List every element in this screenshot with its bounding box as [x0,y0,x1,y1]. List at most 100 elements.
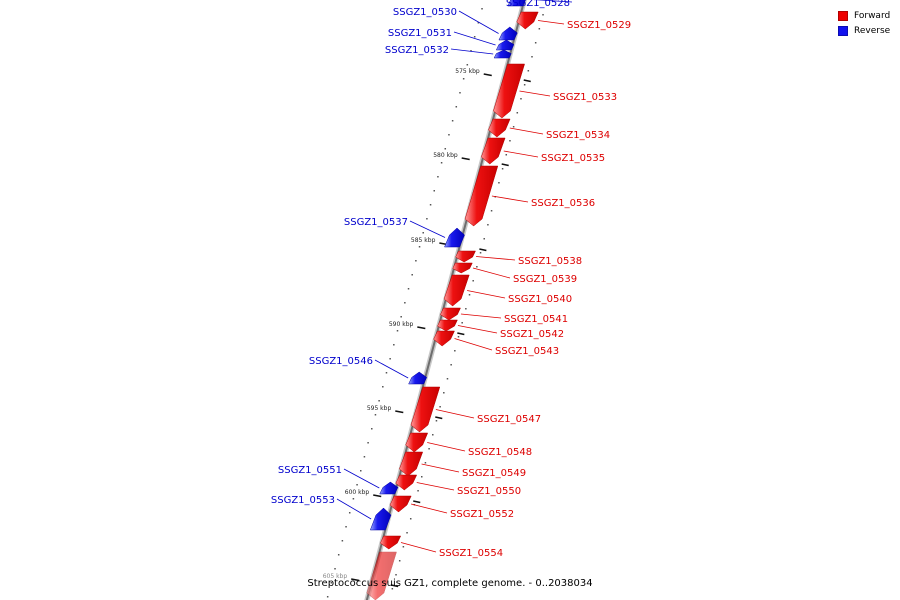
tick-mark [417,326,426,330]
gene-label[interactable]: SSGZ1_0531 [388,28,452,39]
position-dot [402,546,405,548]
tick-mark [435,416,443,420]
gene-label[interactable]: SSGZ1_0554 [439,548,503,559]
position-dot [534,42,537,44]
reverse-gene-arrow[interactable] [369,507,392,531]
forward-gene-arrow[interactable] [455,250,476,263]
position-dot [398,560,401,562]
position-dot [498,182,500,184]
tick: 575 kbp [455,68,531,83]
forward-gene-arrow[interactable] [493,63,525,119]
forward-gene-arrow[interactable] [395,474,418,491]
forward-gene-arrow[interactable] [516,11,539,30]
label-leader-line [533,0,573,3]
gene-label[interactable]: SSGZ1_0549 [462,468,526,479]
position-dot [432,434,434,436]
gene-label[interactable]: SSGZ1_0532 [385,45,449,56]
gene-label-group: SSGZ1_0529 [537,20,631,31]
tick: 595 kbp [367,405,443,420]
legend-forward-swatch [838,10,848,21]
gene-label[interactable]: SSGZ1_0528 [506,0,570,9]
gene-label[interactable]: SSGZ1_0542 [500,329,564,340]
position-dot [337,554,340,556]
reverse-gene-arrow[interactable] [507,0,527,7]
reverse-gene-arrow[interactable] [379,481,399,495]
tick-mark [501,163,509,167]
forward-gene-arrow[interactable] [379,535,402,550]
gene-label-group: SSGZ1_0547 [435,409,541,425]
gene-label[interactable]: SSGZ1_0538 [518,256,582,267]
tick-label: 590 kbp [389,321,414,328]
reverse-gene-arrow[interactable] [498,26,518,41]
forward-gene-arrow[interactable] [481,137,506,165]
tick-label: 605 kbp [323,573,348,580]
position-dot [378,400,380,402]
gene-label[interactable]: SSGZ1_0553 [271,495,335,506]
forward-gene-arrow[interactable] [366,551,397,600]
reverse-gene-arrow[interactable] [444,227,465,248]
position-dot [439,406,441,408]
label-leader-line [519,90,551,97]
gene-label-group: SSGZ1_0535 [503,150,605,164]
gene-label-group: SSGZ1_0546 [309,356,409,379]
gene-label[interactable]: SSGZ1_0546 [309,356,373,367]
gene-label[interactable]: SSGZ1_0540 [508,294,572,305]
position-dot [470,50,472,52]
position-dot [443,392,445,394]
gene-label[interactable]: SSGZ1_0541 [504,314,568,325]
position-dot [391,588,394,590]
forward-gene-arrow[interactable] [433,330,455,347]
tick-label: 575 kbp [455,68,480,75]
gene-label[interactable]: SSGZ1_0539 [513,274,577,285]
gene-label[interactable]: SSGZ1_0534 [546,130,610,141]
position-dot [454,350,456,352]
gene-label[interactable]: SSGZ1_0529 [567,20,631,31]
position-dot [352,498,355,500]
position-dot [422,232,424,234]
forward-gene-arrow[interactable] [488,118,511,138]
position-dot [459,92,461,94]
tick-mark [457,332,465,336]
tick-mark [523,79,531,83]
gene-label[interactable]: SSGZ1_0543 [495,346,559,357]
label-leader-line [537,20,565,25]
position-dot [440,162,443,164]
position-dot [476,266,478,268]
gene-label-group: SSGZ1_0554 [400,542,503,559]
gene-label[interactable]: SSGZ1_0548 [468,447,532,458]
tick-label: 580 kbp [433,152,458,159]
gene-label[interactable]: SSGZ1_0552 [450,509,514,520]
position-dot [472,280,474,282]
position-dot [450,364,452,366]
label-leader-line [467,290,506,299]
reverse-gene-arrow[interactable] [408,371,428,385]
gene-label[interactable]: SSGZ1_0550 [457,486,521,497]
forward-gene-arrow[interactable] [389,495,412,513]
position-dot [385,372,388,374]
forward-gene-arrow[interactable] [452,262,473,274]
forward-gene-arrow[interactable] [464,165,499,227]
gene-label[interactable]: SSGZ1_0535 [541,153,605,164]
reverse-gene-arrow[interactable] [495,39,515,51]
gene-label[interactable]: SSGZ1_0551 [278,465,342,476]
position-dot [348,512,351,514]
gene-label-group: SSGZ1_0553 [271,495,372,520]
gene-label[interactable]: SSGZ1_0533 [553,92,617,103]
forward-gene-arrow[interactable] [405,432,429,453]
forward-gene-arrow[interactable] [443,274,470,307]
position-dot [477,22,480,24]
gene-label[interactable]: SSGZ1_0530 [393,7,457,18]
forward-gene-arrow[interactable] [437,319,458,332]
position-dot [356,484,358,486]
position-dot [527,70,530,72]
reverse-gene-arrow[interactable] [493,49,512,59]
gene-label[interactable]: SSGZ1_0547 [477,414,541,425]
position-dot [330,582,333,584]
forward-gene-arrow[interactable] [399,451,424,477]
forward-gene-arrow[interactable] [440,307,461,321]
position-dot [516,112,519,114]
gene-label[interactable]: SSGZ1_0537 [344,217,408,228]
forward-gene-arrow[interactable] [410,386,441,433]
position-dot [487,224,489,226]
gene-label[interactable]: SSGZ1_0536 [531,198,595,209]
